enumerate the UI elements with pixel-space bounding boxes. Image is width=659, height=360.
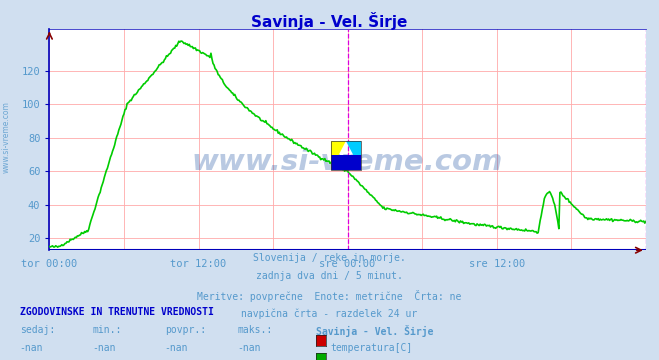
Text: navpična črta - razdelek 24 ur: navpična črta - razdelek 24 ur xyxy=(241,309,418,319)
Text: www.si-vreme.com: www.si-vreme.com xyxy=(192,148,503,176)
Text: maks.:: maks.: xyxy=(237,325,272,336)
Polygon shape xyxy=(346,141,360,170)
Text: ZGODOVINSKE IN TRENUTNE VREDNOSTI: ZGODOVINSKE IN TRENUTNE VREDNOSTI xyxy=(20,307,214,317)
Polygon shape xyxy=(331,141,346,170)
Polygon shape xyxy=(331,156,360,170)
Text: sedaj:: sedaj: xyxy=(20,325,55,336)
Text: min.:: min.: xyxy=(92,325,122,336)
Text: www.si-vreme.com: www.si-vreme.com xyxy=(2,101,11,173)
Text: -nan: -nan xyxy=(20,343,43,353)
Text: Savinja - Vel. Širje: Savinja - Vel. Širje xyxy=(251,12,408,30)
Text: -nan: -nan xyxy=(165,343,188,353)
Text: temperatura[C]: temperatura[C] xyxy=(331,343,413,353)
Text: povpr.:: povpr.: xyxy=(165,325,206,336)
Text: Meritve: povprečne  Enote: metrične  Črta: ne: Meritve: povprečne Enote: metrične Črta:… xyxy=(197,290,462,302)
Bar xyxy=(331,141,360,170)
Text: Slovenija / reke in morje.: Slovenija / reke in morje. xyxy=(253,253,406,263)
Text: Savinja - Vel. Širje: Savinja - Vel. Širje xyxy=(316,325,434,337)
Text: -nan: -nan xyxy=(237,343,261,353)
Text: -nan: -nan xyxy=(92,343,116,353)
Text: zadnja dva dni / 5 minut.: zadnja dva dni / 5 minut. xyxy=(256,271,403,282)
